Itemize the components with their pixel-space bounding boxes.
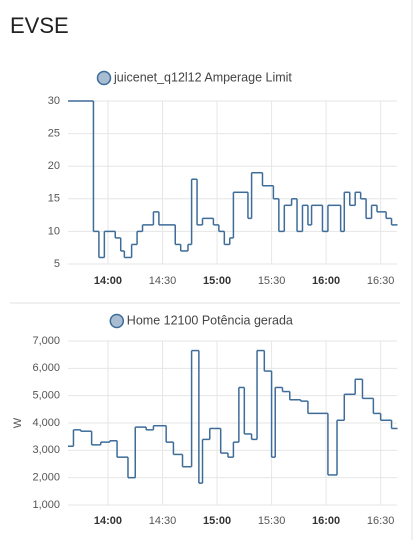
x-tick-label: 15:30 — [258, 515, 286, 527]
x-tick-label: 14:30 — [149, 515, 177, 527]
y-tick-label: 30 — [48, 95, 60, 107]
y-tick-label: 25 — [48, 128, 60, 140]
x-tick-label: 16:00 — [312, 275, 340, 287]
x-tick-label: 15:00 — [203, 275, 231, 287]
y-tick-label: 20 — [48, 160, 60, 172]
y-tick-label: 10 — [48, 225, 60, 237]
y-tick-label: 5 — [54, 258, 60, 270]
y-tick-label: 7,000 — [32, 335, 60, 347]
card-title: EVSE — [10, 13, 69, 38]
x-tick-label: 15:00 — [203, 515, 231, 527]
y-tick-label: 6,000 — [32, 362, 60, 374]
legend-marker — [96, 70, 112, 86]
x-tick-label: 15:30 — [258, 275, 286, 287]
x-tick-label: 16:00 — [312, 515, 340, 527]
y-tick-label: 15 — [48, 193, 60, 205]
y-tick-label: 3,000 — [32, 444, 60, 456]
legend-marker — [109, 313, 125, 329]
x-tick-label: 16:30 — [367, 275, 395, 287]
legend-label: juicenet_q12l12 Amperage Limit — [113, 70, 292, 84]
y-tick-label: 2,000 — [32, 472, 60, 484]
y-tick-label: 1,000 — [32, 499, 60, 511]
x-tick-label: 16:30 — [367, 515, 395, 527]
x-tick-label: 14:00 — [94, 275, 122, 287]
y-axis-label: W — [12, 417, 24, 428]
x-tick-label: 14:00 — [94, 515, 122, 527]
legend-label: Home 12100 Potência gerada — [127, 313, 293, 327]
x-tick-label: 14:30 — [149, 275, 177, 287]
y-tick-label: 4,000 — [32, 417, 60, 429]
y-tick-label: 5,000 — [32, 390, 60, 402]
